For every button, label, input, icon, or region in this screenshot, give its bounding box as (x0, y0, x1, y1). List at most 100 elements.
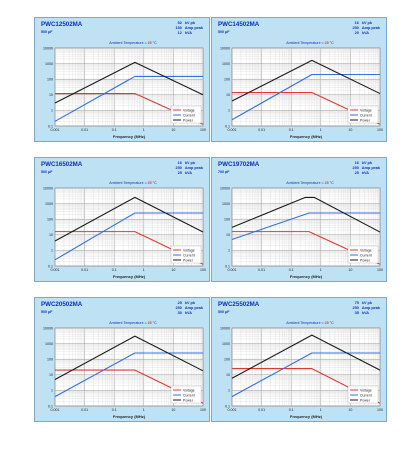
legend-label: Power (183, 118, 194, 122)
spec-voltage-value: 16 (354, 161, 359, 165)
legend-label: Voltage (183, 388, 195, 392)
legend-label: Current (183, 113, 195, 117)
y-tick-label: 1000 (222, 342, 230, 346)
x-tick-label: 0.01 (81, 408, 88, 412)
y-tick-label: 0.1 (225, 124, 230, 128)
spec-power-unit: kVA (184, 311, 192, 315)
x-tick-label: 100 (377, 408, 383, 412)
x-tick-label: 1 (143, 408, 145, 412)
y-tick-label: 10 (226, 373, 230, 377)
x-tick-label: 1 (320, 268, 322, 272)
y-tick-label: 1000 (222, 62, 230, 66)
ambient-temperature: Ambient Temperature = 25 °C (109, 181, 157, 185)
legend-label: Voltage (183, 108, 195, 112)
chart-capacitance: 500 μF (41, 170, 53, 174)
chart-capacitance: 500 μF (218, 30, 230, 34)
ambient-label: Ambient Temperature = (109, 41, 147, 45)
spec-power-value: 25 (177, 171, 182, 175)
spec-current-unit: Amp peak (184, 26, 203, 30)
chart-panel: PWC16502MA 500 μF 16 kV pk 250 Amp peak 25… (34, 157, 210, 282)
x-tick-label: 0.001 (228, 408, 237, 412)
y-tick-label: 0.1 (48, 264, 53, 268)
x-tick-label: 0.001 (51, 268, 60, 272)
spec-current-value: 250 (175, 166, 182, 170)
x-tick-label: 1 (143, 128, 145, 132)
series-line-current (231, 352, 380, 398)
spec-voltage-unit: kV pk (184, 161, 195, 165)
legend-label: Voltage (360, 248, 372, 252)
ambient-label: Ambient Temperature = (286, 321, 324, 325)
ambient-unit: °C (329, 181, 334, 185)
y-tick-label: 100 (224, 78, 230, 82)
x-tick-label: 100 (377, 128, 383, 132)
ambient-temperature: Ambient Temperature = 25 °C (109, 321, 157, 325)
x-axis-label: Frequency (MHz) (113, 274, 146, 279)
spec-power-value: 25 (354, 171, 359, 175)
x-tick-label: 10 (348, 128, 352, 132)
x-tick-label: 0.1 (112, 128, 117, 132)
spec-voltage-unit: kV pk (361, 301, 372, 305)
ambient-temperature: Ambient Temperature = 25 °C (286, 181, 334, 185)
y-tick-label: 10000 (220, 326, 230, 330)
chart-capacitance: 500 μF (218, 310, 230, 314)
x-tick-label: 0.001 (51, 408, 60, 412)
x-tick-label: 100 (200, 408, 206, 412)
ambient-unit: °C (152, 41, 157, 45)
y-tick-label: 100 (47, 358, 53, 362)
ambient-temperature: Ambient Temperature = 25 °C (286, 41, 334, 45)
chart-panel: PWC20502MA 500 μF 25 kV pk 250 Amp peak 30… (34, 297, 210, 422)
chart-panel: PWC14502MA 500 μF 16 kV pk 250 Amp peak 20… (211, 17, 387, 142)
spec-current-value: 250 (352, 26, 359, 30)
y-tick-label: 1 (51, 389, 53, 393)
ambient-label: Ambient Temperature = (109, 321, 147, 325)
series-line-current (231, 73, 380, 121)
x-axis-label: Frequency (MHz) (290, 274, 323, 279)
spec-power-unit: kVA (184, 31, 192, 35)
chart-title: PWC25502MA (218, 301, 260, 308)
series-line-current (54, 212, 203, 261)
chart-title: PWC12502MA (41, 21, 83, 28)
spec-power-unit: kVA (361, 171, 369, 175)
y-tick-label: 10 (226, 93, 230, 97)
spec-current-unit: Amp peak (361, 166, 380, 170)
chart-capacitance: 500 μF (41, 310, 53, 314)
y-tick-label: 10000 (43, 326, 53, 330)
legend-label: Power (183, 258, 194, 262)
legend-label: Power (360, 258, 371, 262)
ambient-unit: °C (329, 321, 334, 325)
spec-voltage-value: 16 (177, 161, 182, 165)
x-tick-label: 0.01 (81, 128, 88, 132)
legend-label: Current (183, 393, 195, 397)
y-tick-label: 100 (224, 218, 230, 222)
ambient-label: Ambient Temperature = (286, 41, 324, 45)
ambient-value: 25 (148, 41, 152, 45)
legend-label: Power (360, 118, 371, 122)
spec-current-value: 250 (175, 306, 182, 310)
legend-label: Current (360, 113, 372, 117)
x-tick-label: 0.1 (289, 408, 294, 412)
spec-current-value: 250 (352, 306, 359, 310)
x-tick-label: 100 (200, 128, 206, 132)
series-line-power (54, 335, 204, 380)
ambient-temperature: Ambient Temperature = 25 °C (286, 321, 334, 325)
y-tick-label: 10000 (43, 46, 53, 50)
series-line-power (54, 196, 204, 242)
legend-label: Current (360, 253, 372, 257)
spec-current-unit: Amp peak (361, 26, 380, 30)
x-tick-label: 10 (348, 268, 352, 272)
grid-lines (231, 188, 380, 267)
legend-label: Voltage (360, 108, 372, 112)
chart-panel: PWC12502MA 500 μF 52 kV pk 150 Amp peak 12… (34, 17, 210, 142)
spec-power-value: 35 (354, 311, 359, 315)
ambient-value: 25 (325, 181, 329, 185)
spec-power-unit: kVA (361, 31, 369, 35)
x-axis-label: Frequency (MHz) (113, 134, 146, 139)
chart-capacitance: 700 pF (218, 170, 230, 174)
x-tick-label: 0.001 (51, 128, 60, 132)
x-tick-label: 0.1 (289, 268, 294, 272)
chart-specs: 52 kV pk 150 Amp peak 12 kVA (172, 21, 204, 36)
x-tick-label: 10 (171, 408, 175, 412)
spec-voltage-value: 25 (177, 301, 182, 305)
x-tick-label: 100 (200, 268, 206, 272)
chart-capacitance: 500 μF (41, 30, 53, 34)
